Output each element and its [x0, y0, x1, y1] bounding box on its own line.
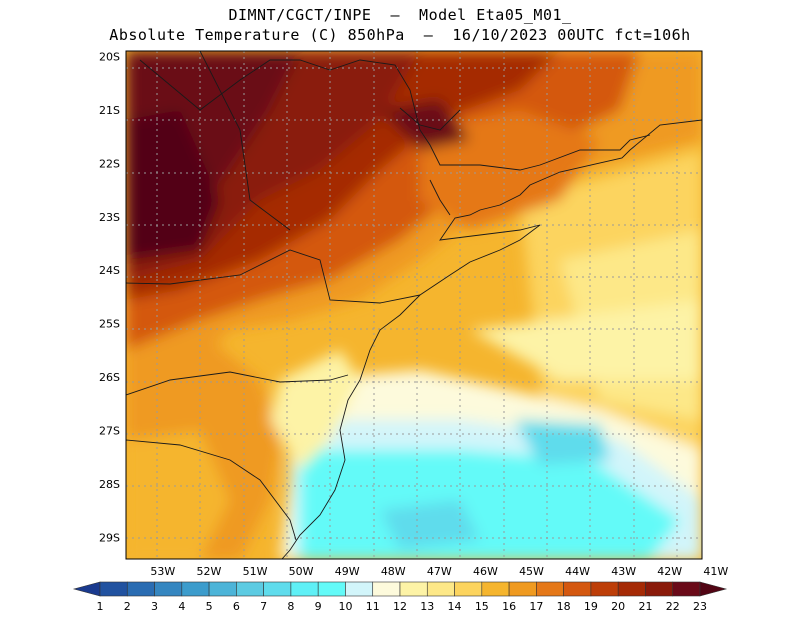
latitude-labels: 20S 21S 22S 23S 24S 25S 26S 27S 28S 29S: [99, 50, 120, 544]
colorbar-label: 7: [260, 600, 267, 613]
colorbar-swatch: [536, 581, 564, 597]
longitude-label: 41W: [703, 565, 728, 578]
colorbar-swatch: [290, 581, 319, 597]
map-title: DIMNT/CGCT/INPE – Model Eta05_M01_: [228, 6, 572, 24]
colorbar-swatch: [454, 581, 483, 597]
colorbar-max-arrow: [699, 581, 728, 597]
colorbar-swatch: [590, 581, 619, 597]
colorbar-label: 12: [393, 600, 407, 613]
colorbar-swatch: [345, 581, 374, 597]
colorbar-swatch: [426, 581, 455, 597]
colorbar-label: 5: [206, 600, 213, 613]
colorbar: 1 2 3 4 5 6 7 8 9 10 11 12 13 14 15 16 17 18 19 20 21 22 23: [72, 581, 728, 613]
latitude-label: 20S: [99, 50, 120, 63]
colorbar-swatch: [236, 581, 264, 597]
colorbar-label: 13: [420, 600, 434, 613]
latitude-label: 27S: [99, 425, 120, 438]
colorbar-swatch: [508, 581, 537, 597]
colorbar-label: 20: [611, 600, 625, 613]
colorbar-swatch: [126, 581, 155, 597]
latitude-label: 25S: [99, 318, 120, 331]
latitude-label: 29S: [99, 532, 120, 545]
colorbar-swatch: [181, 581, 210, 597]
longitude-label: 42W: [657, 565, 682, 578]
colorbar-label: 17: [529, 600, 543, 613]
colorbar-label: 3: [151, 600, 158, 613]
longitude-label: 45W: [519, 565, 544, 578]
colorbar-swatch: [99, 581, 128, 597]
colorbar-swatch: [672, 581, 701, 597]
colorbar-swatch: [617, 581, 646, 597]
colorbar-label: 8: [287, 600, 294, 613]
longitude-label: 43W: [611, 565, 636, 578]
colorbar-swatch: [645, 581, 674, 597]
colorbar-label: 6: [233, 600, 240, 613]
longitude-label: 48W: [381, 565, 406, 578]
longitude-label: 44W: [565, 565, 590, 578]
longitude-label: 52W: [197, 565, 222, 578]
colorbar-label: 1: [97, 600, 104, 613]
longitude-label: 49W: [335, 565, 360, 578]
colorbar-label: 9: [315, 600, 322, 613]
colorbar-swatch: [399, 581, 428, 597]
latitude-label: 22S: [99, 157, 120, 170]
colorbar-label: 10: [338, 600, 352, 613]
longitude-labels: 53W 52W 51W 50W 49W 48W 47W 46W 45W 44W 43W 42W 41W: [150, 565, 728, 578]
colorbar-swatch: [317, 581, 346, 597]
longitude-label: 51W: [243, 565, 268, 578]
colorbar-label: 2: [124, 600, 131, 613]
latitude-label: 26S: [99, 371, 120, 384]
longitude-label: 46W: [473, 565, 498, 578]
colorbar-label: 16: [502, 600, 516, 613]
colorbar-swatch: [372, 581, 401, 597]
coastline-borders: [126, 51, 702, 559]
longitude-label: 53W: [150, 565, 175, 578]
colorbar-label: 23: [693, 600, 707, 613]
latitude-label: 21S: [99, 104, 120, 117]
colorbar-label: 4: [178, 600, 185, 613]
colorbar-swatch: [154, 581, 183, 597]
longitude-label: 47W: [427, 565, 452, 578]
map-frame: [125, 50, 703, 560]
colorbar-label: 21: [638, 600, 652, 613]
colorbar-label: 14: [448, 600, 462, 613]
colorbar-swatch: [563, 581, 592, 597]
temperature-field: [126, 51, 702, 559]
colorbar-swatch: [481, 581, 510, 597]
longitude-label: 50W: [289, 565, 314, 578]
colorbar-min-arrow: [72, 581, 101, 597]
colorbar-label: 22: [666, 600, 680, 613]
latitude-label: 23S: [99, 211, 120, 224]
map-subtitle: Absolute Temperature (C) 850hPa – 16/10/…: [109, 26, 691, 44]
latitude-label: 24S: [99, 264, 120, 277]
colorbar-label: 18: [557, 600, 571, 613]
colorbar-label: 11: [366, 600, 380, 613]
colorbar-swatch: [263, 581, 292, 597]
colorbar-swatch: [208, 581, 237, 597]
colorbar-label: 19: [584, 600, 598, 613]
latitude-label: 28S: [99, 478, 120, 491]
colorbar-label: 15: [475, 600, 489, 613]
